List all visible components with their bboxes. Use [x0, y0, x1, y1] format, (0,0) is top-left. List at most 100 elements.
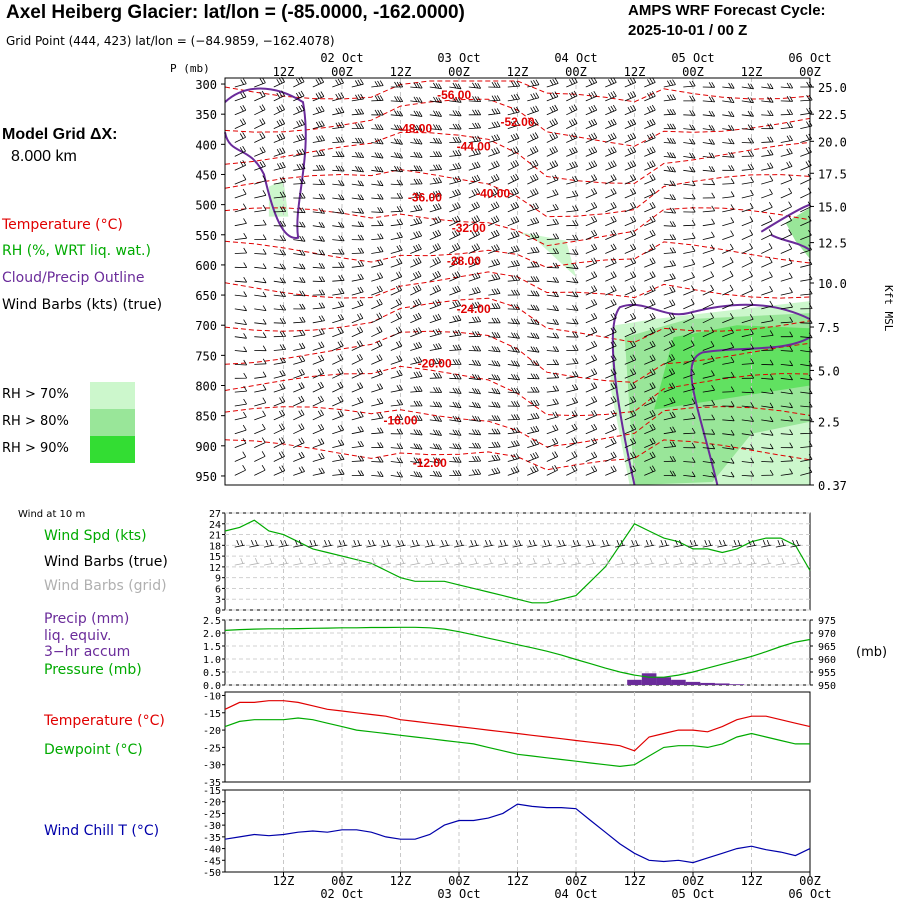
wind-barb	[585, 174, 598, 185]
wind-barb	[371, 272, 384, 282]
wind-barb	[741, 387, 755, 394]
wind-barb	[741, 314, 754, 324]
wind-barb	[468, 174, 481, 185]
wind-barb	[780, 360, 794, 367]
wind-barb	[468, 301, 481, 310]
wind-barb	[780, 187, 793, 199]
wind-barb	[780, 243, 793, 254]
wind-barb	[449, 314, 462, 324]
wind-barb	[312, 467, 325, 476]
wind-barb	[780, 301, 793, 310]
legend-wind-barbs-true: Wind Barbs (true)	[44, 554, 168, 570]
wind-barb	[566, 304, 579, 311]
wind-barb	[429, 96, 442, 104]
isotherm-label: -36.00	[408, 191, 442, 205]
wind-barb	[429, 328, 442, 338]
wind-barb	[546, 203, 559, 213]
surface-wind-barb-grid	[395, 557, 406, 566]
wind-barb	[644, 465, 656, 476]
wind-barb	[410, 400, 423, 407]
wind-barb	[390, 152, 403, 159]
pressure-tick-label: 550	[195, 229, 217, 243]
wind-barb	[702, 96, 716, 103]
wind-barb	[234, 305, 247, 312]
legend-rh: RH (%, WRT liq. wat.)	[2, 243, 151, 259]
wind-barb	[332, 235, 345, 242]
wind-barb	[351, 151, 365, 158]
isotherm-line	[224, 439, 811, 471]
wind-barb	[488, 134, 501, 143]
precip-pressure-panel: 0.0 0.5 1.0 1.5 2.0 2.5 950 955 960 965 970 975 (mb)	[203, 616, 887, 692]
wind-barb	[585, 312, 598, 324]
wind-barb	[741, 372, 755, 379]
wind-barb	[429, 229, 442, 240]
wind-barb	[468, 135, 481, 143]
surface-wind-barb-grid	[439, 557, 450, 566]
wind-barb	[702, 124, 715, 131]
wind-barb	[468, 468, 482, 476]
wind-barb	[644, 368, 656, 379]
wind-barb	[234, 132, 246, 143]
wind-barb	[312, 368, 325, 379]
wind-barb	[741, 358, 755, 365]
wind-barb	[624, 396, 637, 407]
wind-barb	[702, 152, 715, 159]
wind-barb	[761, 201, 773, 213]
wind-barb	[644, 396, 656, 407]
model-grid-value: 8.000 km	[11, 148, 77, 165]
isotherm-line	[224, 169, 811, 218]
wind-barb	[410, 356, 423, 365]
wind-barb	[234, 218, 247, 227]
wind-barb	[546, 318, 559, 325]
wind-barb	[761, 469, 774, 476]
wind-barb	[761, 430, 774, 436]
wind-barb	[390, 218, 404, 227]
wind-barb	[527, 159, 539, 171]
top-hour-label: 00Z	[682, 65, 704, 79]
isotherm-line	[224, 80, 811, 103]
panel-y-tick-label: 1.5	[203, 642, 221, 653]
wind-barb	[722, 386, 735, 393]
wind-barb	[488, 229, 500, 240]
wind-barb	[780, 374, 793, 381]
wind-barb	[371, 246, 384, 254]
wind-barb	[546, 276, 560, 283]
wind-barb	[780, 257, 793, 268]
wind-barb	[449, 470, 462, 476]
wind-barb	[761, 188, 773, 199]
wind-barb	[332, 454, 345, 462]
wind-barb	[644, 160, 656, 171]
pressure-right-axis-label: (mb)	[856, 645, 887, 660]
surface-wind-barb-grid	[717, 557, 728, 566]
wind-barb	[644, 326, 656, 338]
wind-barb	[527, 425, 540, 435]
wind-speed-line	[224, 519, 811, 604]
wind-barb	[527, 246, 540, 254]
pressure-tick-label: 500	[195, 199, 217, 213]
wind-barb	[468, 415, 482, 422]
bottom-hour-label: 00Z	[682, 874, 704, 888]
wind-barb	[546, 385, 560, 393]
wind-barb	[702, 457, 715, 464]
wind-barb	[293, 355, 306, 365]
wind-barb	[429, 270, 441, 282]
surface-wind-barb-grid	[746, 557, 757, 566]
wind-barb	[507, 80, 521, 88]
wind-barb	[527, 359, 540, 366]
wind-barb	[663, 382, 676, 393]
wind-barb	[527, 231, 540, 240]
wind-barb	[546, 104, 559, 116]
wind-barb	[390, 399, 404, 407]
wind-barb	[273, 249, 287, 256]
wind-barb	[371, 285, 383, 296]
wind-barb	[488, 215, 500, 227]
wind-barb	[390, 96, 404, 102]
isotherm-line	[224, 207, 811, 247]
wind-barb	[488, 428, 501, 435]
wind-barb	[371, 220, 384, 227]
surface-wind-barb	[483, 539, 494, 548]
wind-barb	[312, 423, 325, 435]
wind-barb	[546, 451, 559, 462]
wind-barb	[566, 345, 579, 351]
forecast-cycle-label: AMPS WRF Forecast Cycle:	[628, 2, 826, 19]
